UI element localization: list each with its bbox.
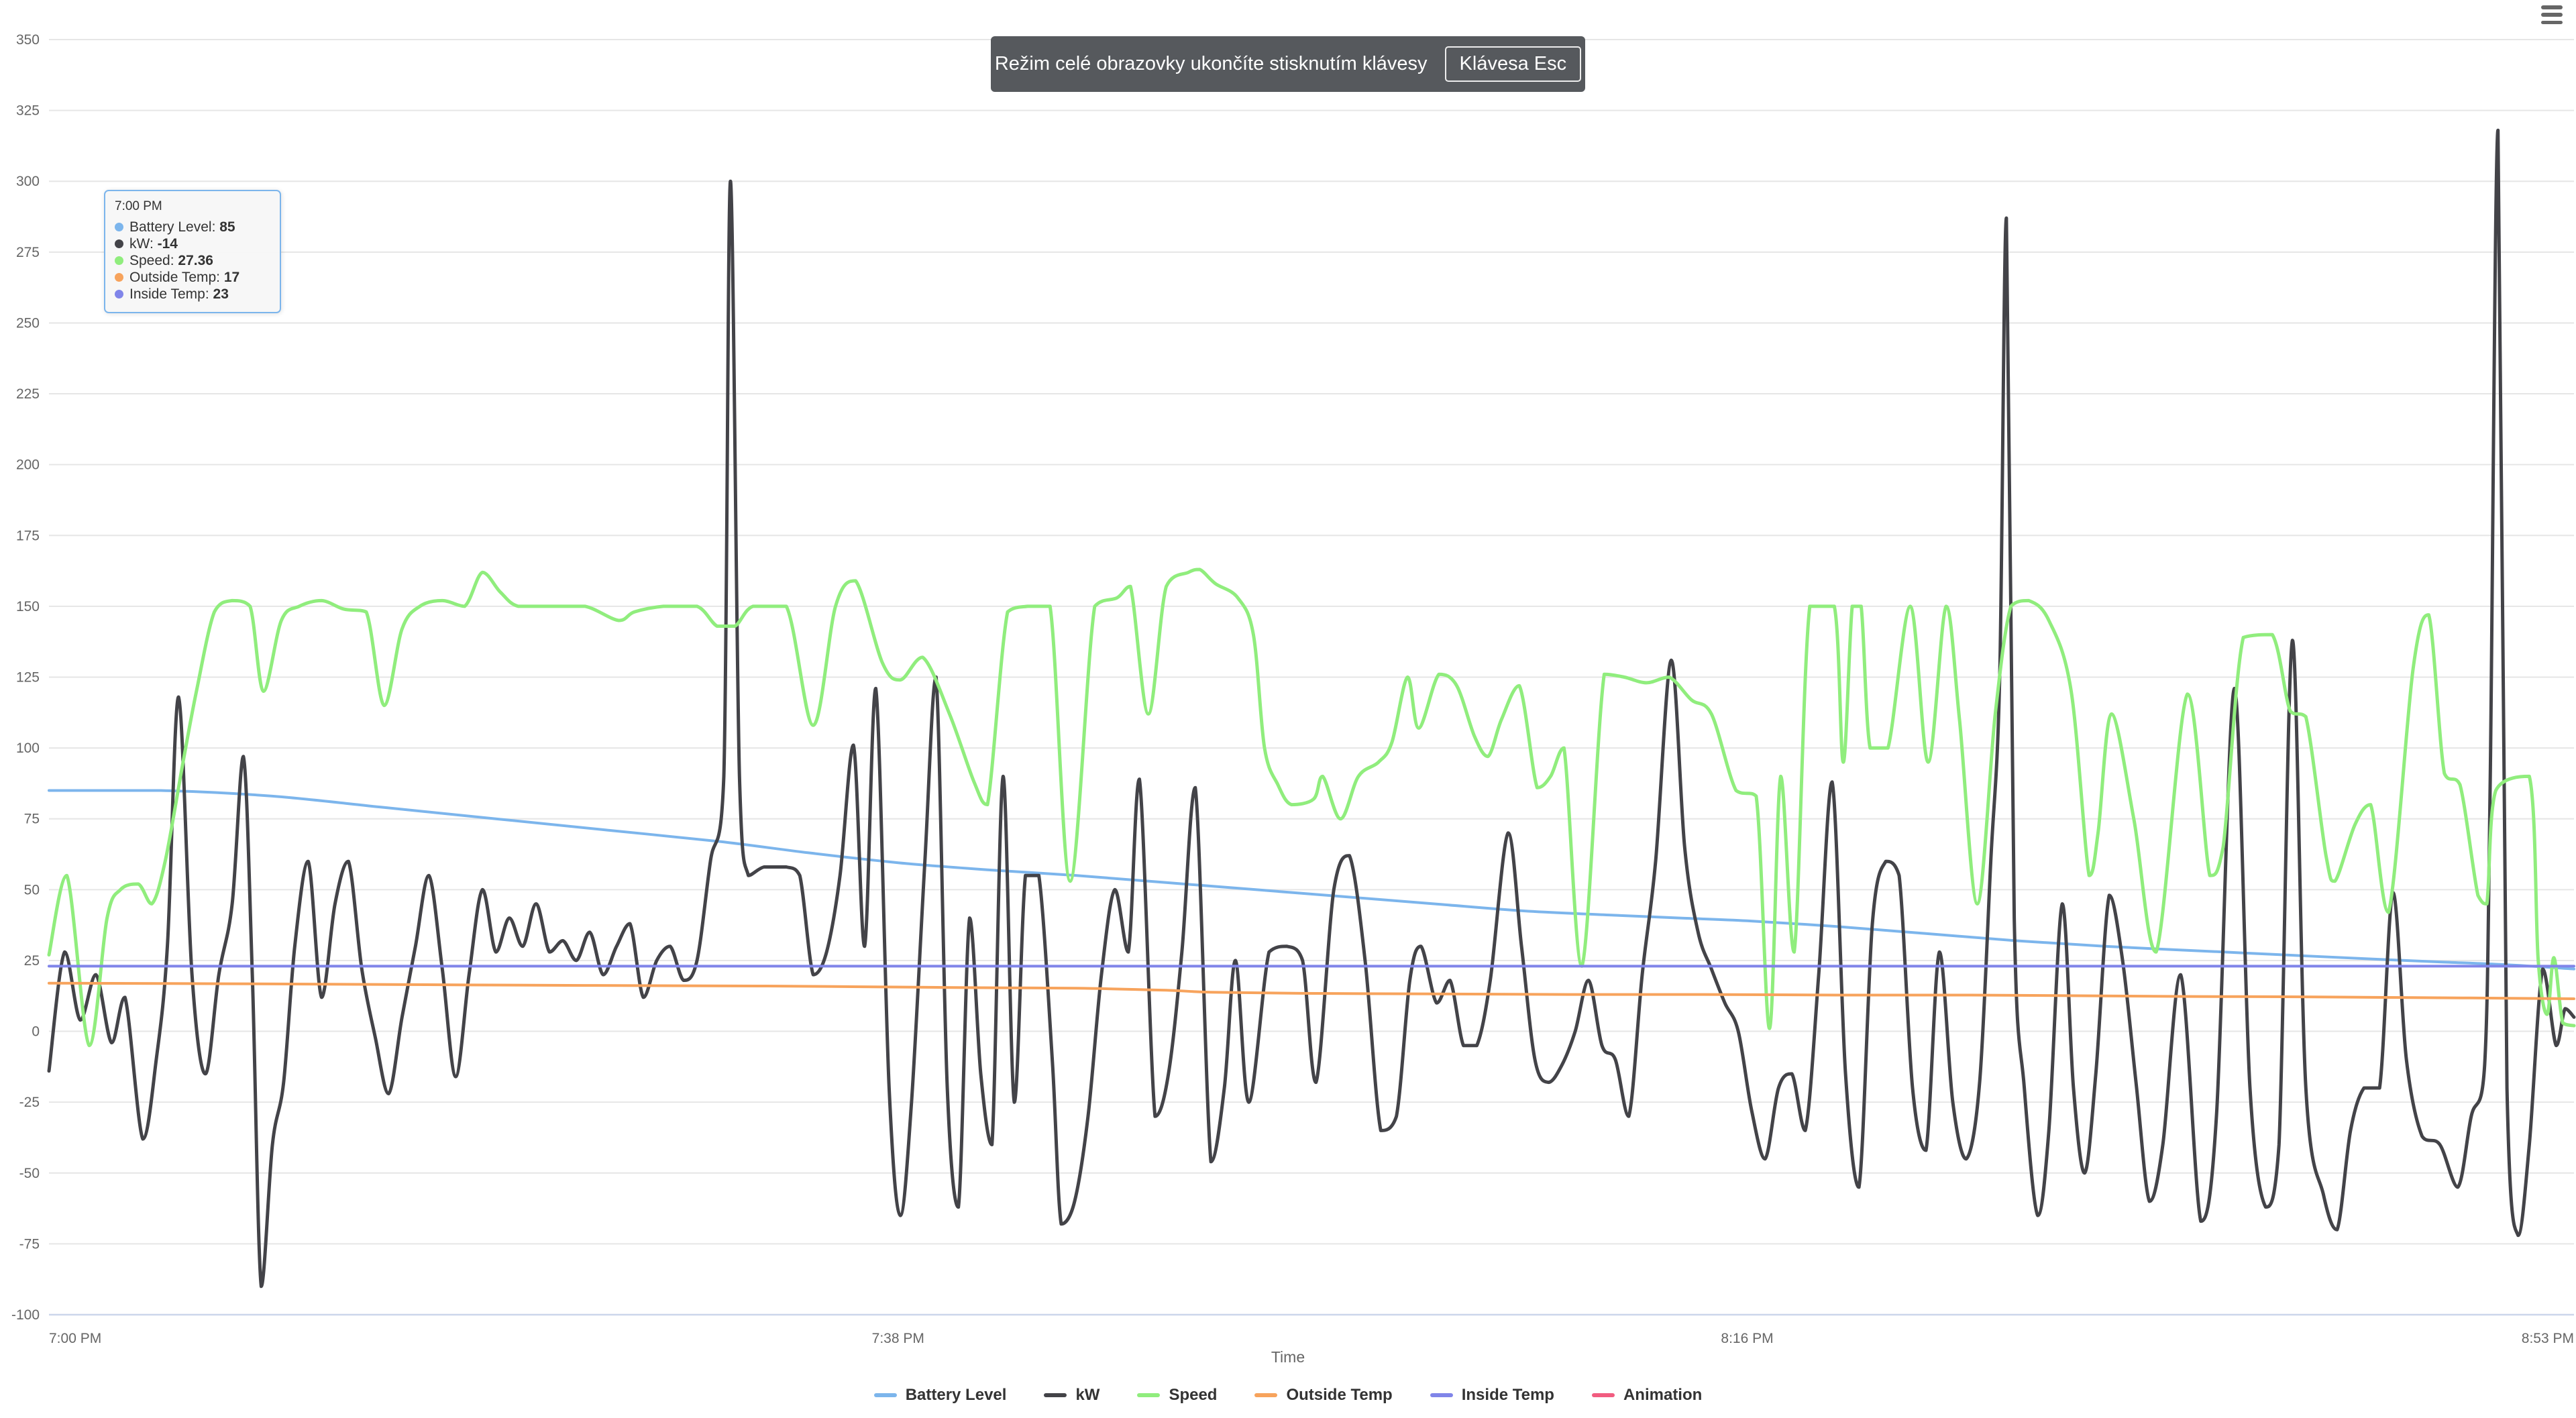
tooltip-row-outside-temp: Outside Temp: 17 (115, 269, 268, 286)
esc-key-badge: Klávesa Esc (1444, 46, 1582, 82)
fullscreen-banner-text: Režim celé obrazovky ukončíte stisknutím… (994, 53, 1428, 74)
y-axis-tick-label: -25 (19, 1095, 40, 1110)
tooltip-row-battery-level: Battery Level: 85 (115, 219, 268, 235)
y-axis-tick-label: 350 (16, 32, 40, 48)
tooltip-header: 7:00 PM (115, 199, 162, 213)
legend-swatch-icon (1137, 1393, 1161, 1397)
legend-label: Speed (1169, 1386, 1218, 1404)
legend-swatch-icon (1254, 1393, 1278, 1397)
y-axis-tick-label: 325 (16, 103, 40, 119)
y-axis-tick-label: 225 (16, 386, 40, 402)
legend-label: kW (1075, 1386, 1100, 1404)
tooltip-rows: Battery Level: 85 kW: -14 Speed: 27.36 Outs… (115, 219, 268, 303)
y-axis-tick-label: -50 (19, 1166, 40, 1181)
legend: Battery Level kW Speed Outside Temp Inside T… (0, 1386, 2576, 1405)
series-dot-icon (115, 223, 123, 231)
series-line-speed[interactable] (47, 567, 2576, 1048)
legend-item-inside-temp[interactable]: Inside Temp (1430, 1386, 1554, 1405)
series-dot-icon (115, 239, 123, 248)
legend-swatch-icon (873, 1393, 897, 1397)
chart-context-menu-button[interactable] (2541, 5, 2563, 24)
x-axis-tick-label: 7:38 PM (872, 1331, 924, 1346)
legend-item-kw[interactable]: kW (1044, 1386, 1099, 1405)
tooltip-row-speed: Speed: 27.36 (115, 252, 268, 269)
y-axis-tick-label: -100 (11, 1307, 40, 1323)
tooltip-row-kw: kW: -14 (115, 235, 268, 252)
chart-tooltip: 7:00 PM Battery Level: 85 kW: -14 Speed: 2… (104, 190, 281, 313)
y-axis-tick-label: -75 (19, 1236, 40, 1252)
x-axis-title: Time (1271, 1348, 1305, 1366)
series-dot-icon (115, 256, 123, 265)
legend-swatch-icon (1591, 1393, 1615, 1397)
y-axis-tick-label: 0 (32, 1024, 40, 1040)
series-line-outside-temp[interactable] (48, 981, 2575, 1000)
y-axis-tick-label: 75 (24, 812, 40, 827)
y-axis-tick-label: 200 (16, 457, 40, 473)
legend-swatch-icon (1044, 1393, 1067, 1397)
x-axis-tick-label: 8:16 PM (1721, 1331, 1773, 1346)
series-dot-icon (115, 273, 123, 282)
y-axis-tick-label: 125 (16, 670, 40, 686)
fullscreen-banner: Režim celé obrazovky ukončíte stisknutím… (991, 36, 1585, 92)
y-axis-tick-label: 175 (16, 528, 40, 543)
legend-item-outside-temp[interactable]: Outside Temp (1254, 1386, 1393, 1405)
series-dot-icon (115, 290, 123, 298)
y-axis-tick-label: 25 (24, 953, 40, 969)
y-axis-tick-label: 100 (16, 741, 40, 756)
y-axis-tick-label: 250 (16, 315, 40, 331)
legend-label: Inside Temp (1461, 1386, 1554, 1404)
hamburger-icon (2541, 13, 2563, 17)
legend-swatch-icon (1430, 1393, 1453, 1397)
hamburger-icon (2541, 20, 2563, 24)
y-axis-tick-label: 300 (16, 174, 40, 189)
x-axis-tick-label: 7:00 PM (49, 1331, 101, 1346)
y-axis-tick-label: 50 (24, 882, 40, 897)
tooltip-row-inside-temp: Inside Temp: 23 (115, 286, 268, 303)
x-axis-tick-label: 8:53 PM (2522, 1331, 2574, 1346)
legend-label: Battery Level (905, 1386, 1007, 1404)
legend-label: Outside Temp (1286, 1386, 1393, 1404)
hamburger-icon (2541, 5, 2563, 9)
legend-item-speed[interactable]: Speed (1137, 1386, 1217, 1405)
y-axis-tick-label: 275 (16, 245, 40, 260)
series-line-battery-level[interactable] (48, 789, 2575, 971)
legend-item-battery-level[interactable]: Battery Level (873, 1386, 1007, 1405)
series-line-kw[interactable] (47, 128, 2576, 1289)
y-axis-tick-label: 150 (16, 599, 40, 614)
legend-label: Animation (1623, 1386, 1703, 1404)
legend-item-animation[interactable]: Animation (1591, 1386, 1703, 1405)
